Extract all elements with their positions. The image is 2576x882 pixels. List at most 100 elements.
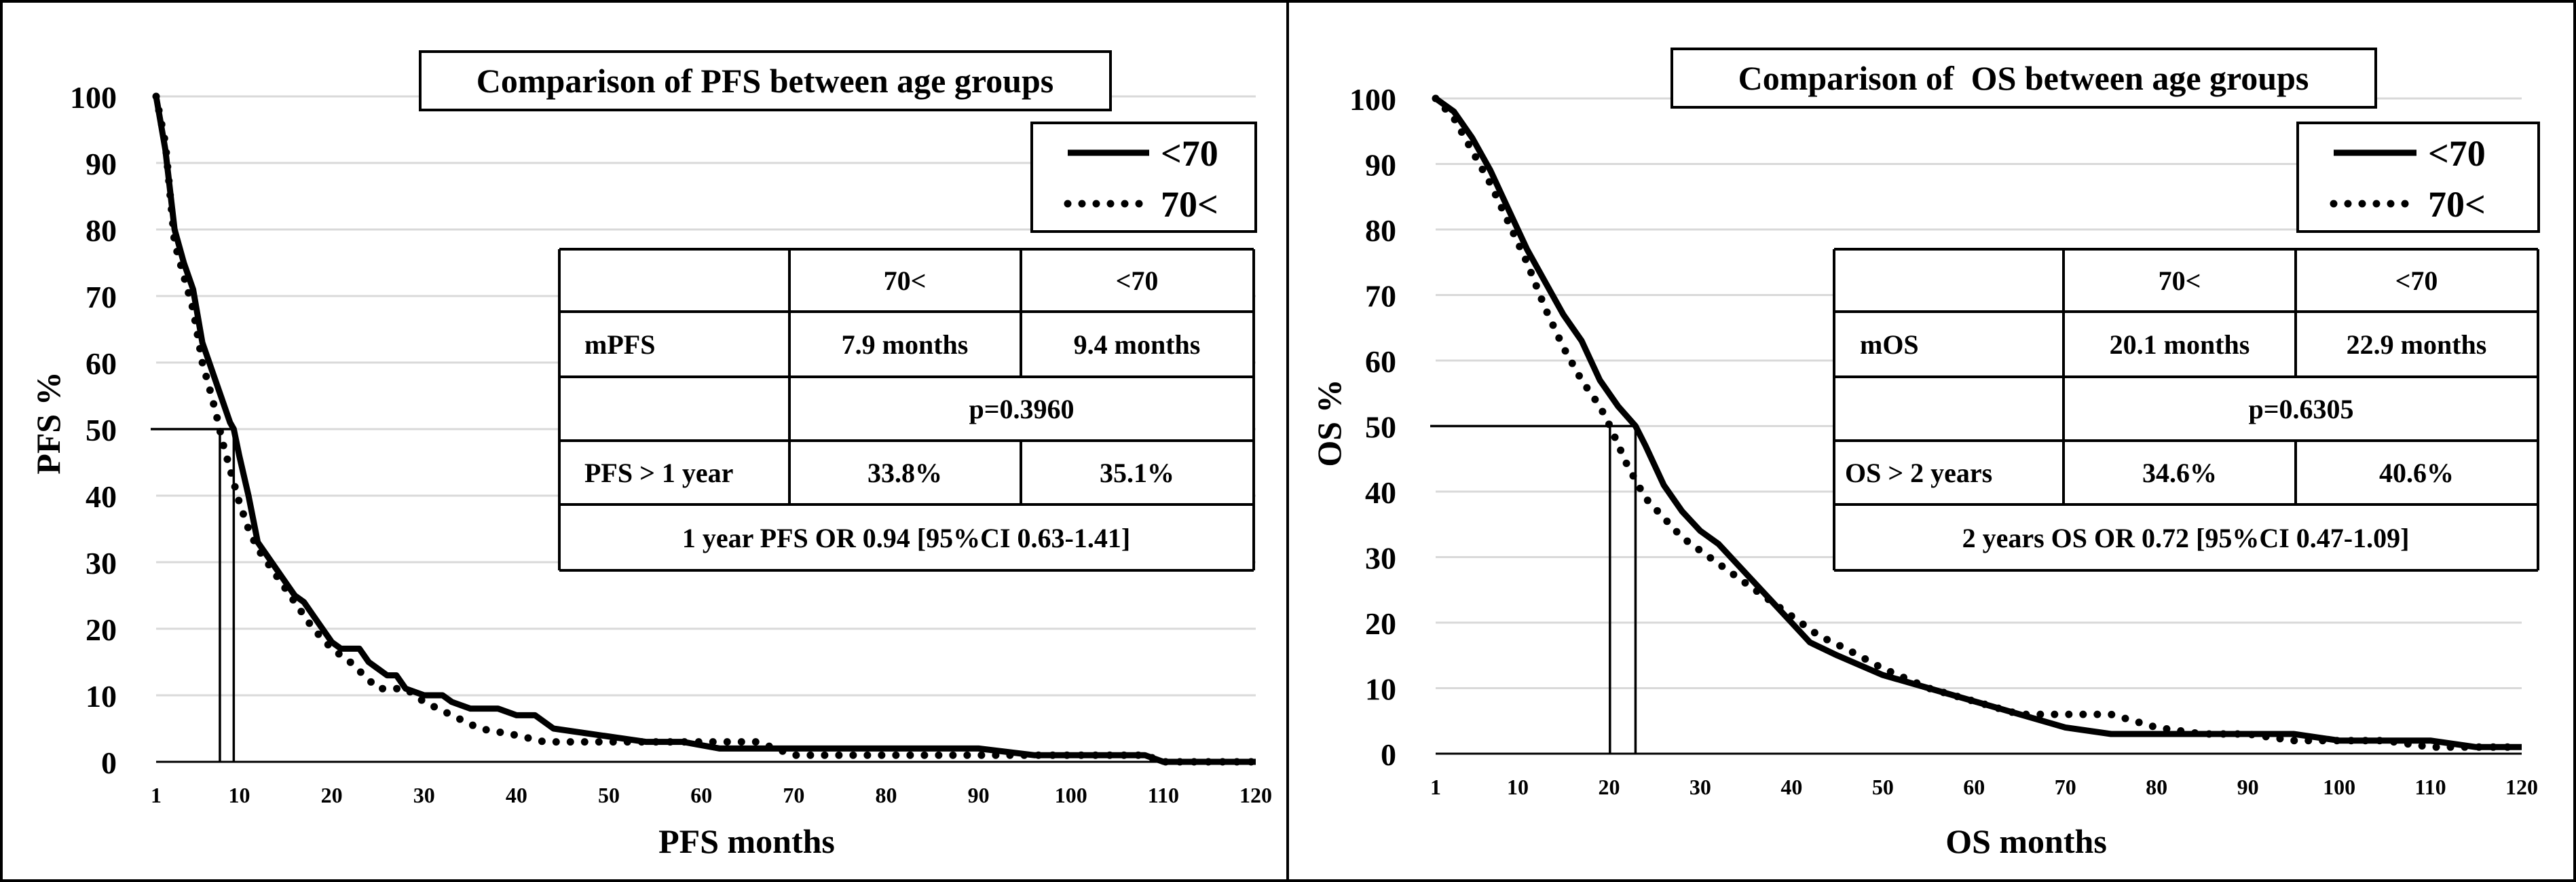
os-x-tick-label: 120 — [2505, 775, 2538, 799]
os-table-p-value: p=0.6305 — [2248, 394, 2353, 424]
os-table-header-over70: 70< — [2159, 265, 2201, 296]
pfs-y-tick-label: 10 — [86, 679, 117, 714]
pfs-y-tick-label: 80 — [86, 213, 117, 248]
os-table-rate-label: OS > 2 years — [1845, 458, 1992, 488]
os-x-tick-label: 10 — [1507, 775, 1529, 799]
os-table-median-over70: 20.1 months — [2110, 329, 2250, 360]
pfs-x-tick-label: 60 — [690, 783, 712, 807]
os-table-rate-under70: 40.6% — [2379, 458, 2454, 488]
pfs-table-header-over70: 70< — [884, 265, 927, 296]
os-y-tick-label: 20 — [1365, 606, 1396, 641]
pfs-x-tick-label: 120 — [1239, 783, 1272, 807]
os-panel-frame — [1286, 0, 2576, 882]
os-summary-table: 70< <70 mOS 20.1 months 22.9 months p=0.… — [1833, 248, 2539, 572]
pfs-table-header-under70: <70 — [1116, 265, 1159, 296]
pfs-curves — [152, 92, 1260, 766]
pfs-y-tick-label: 20 — [86, 612, 117, 647]
pfs-table-rate-label: PFS > 1 year — [584, 458, 733, 488]
os-y-tick-label: 50 — [1365, 410, 1396, 445]
os-x-tick-label: 60 — [1963, 775, 1985, 799]
pfs-table-median-over70: 7.9 months — [842, 329, 969, 360]
pfs-x-tick-label: 90 — [968, 783, 990, 807]
os-y-tick-label: 10 — [1365, 672, 1396, 707]
os-table-header-under70: <70 — [2395, 265, 2438, 296]
os-x-tick-label: 1 — [1430, 775, 1441, 799]
pfs-table-rate-over70: 33.8% — [867, 458, 942, 488]
pfs-x-tick-label: 20 — [321, 783, 343, 807]
pfs-table-p-value: p=0.3960 — [969, 394, 1074, 424]
pfs-x-tick-label: 10 — [229, 783, 250, 807]
pfs-y-tick-label: 90 — [86, 147, 117, 181]
os-median-lines — [1430, 424, 1637, 754]
os-x-tick-label: 50 — [1872, 775, 1894, 799]
os-x-tick-label: 110 — [2414, 775, 2446, 799]
pfs-y-tick-label: 70 — [86, 280, 117, 314]
pfs-table-rate-under70: 35.1% — [1100, 458, 1174, 488]
os-title: Comparison of OS between age groups — [1738, 59, 2309, 97]
os-x-tick-label: 30 — [1690, 775, 1711, 799]
os-legend-label-under70: <70 — [2428, 133, 2486, 174]
os-table-rate-over70: 34.6% — [2142, 458, 2217, 488]
pfs-x-tick-label: 110 — [1148, 783, 1179, 807]
pfs-y-ticks: 0 10 20 30 40 50 60 70 80 90 100 — [70, 80, 117, 780]
pfs-x-tick-label: 80 — [875, 783, 897, 807]
os-legend-box — [2296, 122, 2540, 233]
os-curves — [1432, 94, 2526, 751]
pfs-x-ticks: 1 10 20 30 40 50 60 70 80 90 100 110 120 — [151, 783, 1272, 807]
pfs-x-tick-label: 70 — [783, 783, 804, 807]
pfs-y-tick-label: 0 — [101, 746, 117, 780]
os-x-tick-label: 90 — [2237, 775, 2259, 799]
pfs-table-median-label: mPFS — [584, 329, 655, 360]
os-y-tick-label: 40 — [1365, 475, 1396, 510]
pfs-legend: <70 70< — [1030, 122, 1257, 233]
os-x-tick-label: 20 — [1598, 775, 1620, 799]
os-x-tick-label: 100 — [2323, 775, 2355, 799]
os-y-tick-label: 80 — [1365, 213, 1396, 248]
pfs-y-tick-label: 30 — [86, 546, 117, 581]
os-y-ticks: 0 10 20 30 40 50 60 70 80 90 100 — [1349, 82, 1396, 772]
os-y-tick-label: 0 — [1381, 737, 1396, 772]
os-y-axis-label: OS % — [1310, 379, 1348, 466]
os-y-tick-label: 90 — [1365, 148, 1396, 183]
pfs-y-tick-label: 60 — [86, 346, 117, 381]
os-y-tick-label: 30 — [1365, 541, 1396, 576]
pfs-curve-under70 — [153, 96, 1256, 765]
pfs-curve-over70 — [152, 92, 1260, 766]
os-y-tick-label: 70 — [1365, 279, 1396, 314]
pfs-x-axis-label: PFS months — [658, 822, 835, 860]
os-legend: <70 70< — [2296, 122, 2540, 233]
pfs-legend-box — [1030, 122, 1257, 233]
os-x-tick-label: 40 — [1780, 775, 1802, 799]
pfs-x-tick-label: 50 — [598, 783, 620, 807]
pfs-y-axis-label: PFS % — [29, 371, 67, 474]
os-title-box — [1670, 48, 2377, 109]
pfs-x-tick-label: 100 — [1055, 783, 1087, 807]
pfs-y-tick-label: 100 — [70, 80, 117, 115]
pfs-x-tick-label: 40 — [506, 783, 527, 807]
os-x-tick-label: 70 — [2055, 775, 2076, 799]
pfs-title-box — [419, 50, 1112, 111]
pfs-legend-label-under70: <70 — [1161, 133, 1218, 174]
pfs-legend-label-over70: 70< — [1161, 184, 1218, 225]
pfs-table-median-under70: 9.4 months — [1074, 329, 1201, 360]
pfs-y-tick-label: 50 — [86, 413, 117, 447]
os-y-tick-label: 60 — [1365, 344, 1396, 379]
os-x-ticks: 1 10 20 30 40 50 60 70 80 90 100 110 120 — [1430, 775, 2538, 799]
os-curve-over70 — [1432, 94, 2526, 751]
os-table-median-under70: 22.9 months — [2347, 329, 2487, 360]
pfs-title: Comparison of PFS between age groups — [477, 62, 1053, 100]
pfs-summary-table: 70< <70 mPFS 7.9 months 9.4 months p=0.3… — [558, 248, 1255, 572]
os-legend-label-over70: 70< — [2428, 184, 2486, 225]
pfs-y-tick-label: 40 — [86, 479, 117, 514]
pfs-x-tick-label: 1 — [151, 783, 162, 807]
pfs-table-odds-ratio: 1 year PFS OR 0.94 [95%CI 0.63-1.41] — [682, 523, 1130, 553]
pfs-median-lines — [151, 428, 236, 762]
os-x-tick-label: 80 — [2146, 775, 2167, 799]
os-curve-under70 — [1434, 96, 2522, 750]
os-table-odds-ratio: 2 years OS OR 0.72 [95%CI 0.47-1.09] — [1962, 523, 2410, 553]
os-y-tick-label: 100 — [1349, 82, 1396, 117]
pfs-x-tick-label: 30 — [413, 783, 435, 807]
